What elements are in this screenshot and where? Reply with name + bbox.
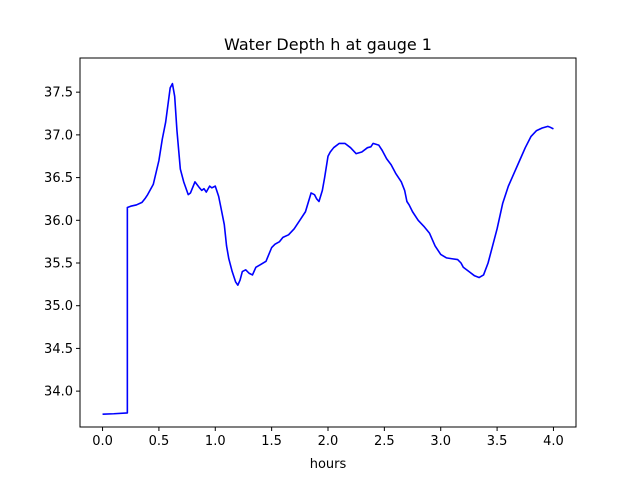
y-tick-label: 36.0 bbox=[44, 214, 73, 229]
x-tick-label: 4.0 bbox=[543, 434, 564, 449]
plot-area bbox=[79, 57, 577, 428]
plot-frame bbox=[79, 57, 577, 428]
x-tick-label: 2.0 bbox=[318, 434, 339, 449]
x-tick-label: 3.5 bbox=[487, 434, 508, 449]
y-tick-label: 37.5 bbox=[44, 86, 73, 101]
y-axis: 34.0 34.5 35.0 35.5 36.0 36.5 37.0 37.5 bbox=[44, 86, 80, 400]
x-tick-label: 1.0 bbox=[205, 434, 226, 449]
series-line-0 bbox=[102, 82, 554, 415]
y-tick-label: 34.0 bbox=[44, 385, 73, 400]
x-tick-label: 0.0 bbox=[92, 434, 113, 449]
x-tick-label: 0.5 bbox=[149, 434, 170, 449]
x-axis: 0.0 0.5 1.0 1.5 2.0 2.5 3.0 3.5 4.0 bbox=[92, 427, 564, 449]
y-tick-label: 35.5 bbox=[44, 257, 73, 272]
y-tick-label: 36.5 bbox=[44, 171, 73, 186]
x-tick-label: 3.0 bbox=[430, 434, 451, 449]
y-tick-label: 35.0 bbox=[44, 299, 73, 314]
chart-title: Water Depth h at gauge 1 bbox=[224, 35, 432, 54]
x-tick-label: 1.5 bbox=[261, 434, 282, 449]
x-axis-label: hours bbox=[310, 457, 347, 472]
y-tick-label: 34.5 bbox=[44, 342, 73, 357]
y-tick-label: 37.0 bbox=[44, 128, 73, 143]
x-tick-label: 2.5 bbox=[374, 434, 395, 449]
